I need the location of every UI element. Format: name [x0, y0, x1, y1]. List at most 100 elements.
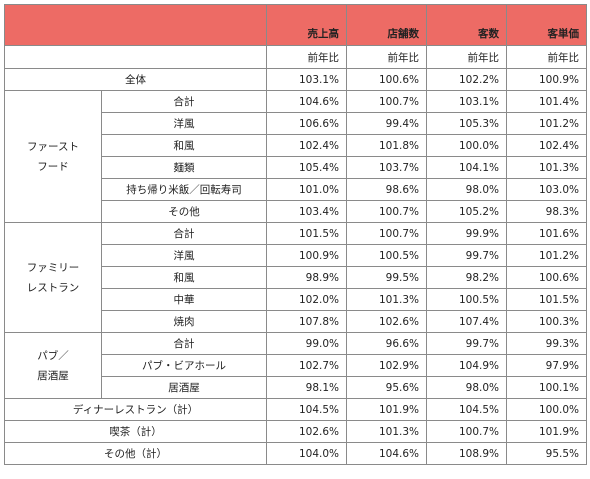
value-cell: 100.9%	[266, 244, 347, 267]
value-cell: 100.1%	[506, 376, 587, 399]
value-cell: 103.1%	[426, 90, 507, 113]
value-cell: 101.4%	[506, 90, 587, 113]
value-cell: 100.7%	[346, 222, 427, 245]
header-stores: 店舗数	[346, 4, 427, 46]
value-cell: 99.3%	[506, 332, 587, 355]
value-cell: 108.9%	[426, 442, 507, 465]
value-cell: 101.3%	[506, 156, 587, 179]
value-cell: 102.4%	[506, 134, 587, 157]
group-label-line: ファミリー	[26, 261, 80, 274]
row-label: その他（計）	[4, 442, 267, 465]
value-cell: 100.5%	[346, 244, 427, 267]
table-row: 洋風 106.6% 99.4% 105.3% 101.2%	[5, 112, 587, 135]
group-label-family-restaurant: ファミリーレストラン	[4, 222, 102, 333]
row-label: パブ・ビアホール	[101, 354, 267, 377]
header-blank	[4, 4, 267, 46]
value-cell: 103.0%	[506, 178, 587, 201]
value-cell: 101.9%	[506, 420, 587, 443]
value-cell: 104.9%	[426, 354, 507, 377]
group-label-line: レストラン	[26, 281, 80, 294]
table-row: ファミリーレストラン 合計 101.5% 100.7% 99.9% 101.6%	[4, 222, 587, 333]
row-label: 焼肉	[101, 310, 267, 333]
value-cell: 100.7%	[346, 90, 427, 113]
total-row: 全体 103.1% 100.6% 102.2% 100.9%	[4, 68, 587, 91]
group-label-line: 居酒屋	[37, 369, 69, 382]
value-cell: 102.4%	[266, 134, 347, 157]
group-label-line: フード	[37, 160, 69, 173]
row-label: 持ち帰り米飯／回転寿司	[101, 178, 267, 201]
subheader-cell: 前年比	[346, 45, 427, 69]
value-cell: 101.2%	[506, 244, 587, 267]
value-cell: 98.6%	[346, 178, 427, 201]
table-row: パブ／ 居酒屋 合計 99.0% 96.6% 99.7% 99.3%	[4, 332, 587, 399]
value-cell: 99.4%	[346, 112, 427, 135]
row-label: 和風	[101, 266, 267, 289]
group-label-line: パブ／	[37, 349, 69, 362]
value-cell: 104.6%	[266, 90, 347, 113]
subheader-cell: 前年比	[266, 45, 347, 69]
value-cell: 101.8%	[346, 134, 427, 157]
value-cell: 107.4%	[426, 310, 507, 333]
value-cell: 104.5%	[426, 398, 507, 421]
value-cell: 102.6%	[266, 420, 347, 443]
row-label: 洋風	[101, 112, 267, 135]
value-cell: 102.9%	[346, 354, 427, 377]
subheader-cell: 前年比	[506, 45, 587, 69]
value-cell: 104.0%	[266, 442, 347, 465]
value-cell: 95.5%	[506, 442, 587, 465]
value-cell: 100.6%	[346, 68, 427, 91]
value-cell: 107.8%	[266, 310, 347, 333]
value-cell: 101.5%	[266, 222, 347, 245]
value-cell: 99.7%	[426, 332, 507, 355]
value-cell: 105.2%	[426, 200, 507, 223]
value-cell: 101.3%	[346, 288, 427, 311]
table-row: 喫茶（計） 102.6% 101.3% 100.7% 101.9%	[4, 420, 587, 443]
value-cell: 99.7%	[426, 244, 507, 267]
value-cell: 102.2%	[426, 68, 507, 91]
value-cell: 103.7%	[346, 156, 427, 179]
group-label-line: ファースト	[27, 140, 79, 153]
group-label-fast-food: ファースト フード	[4, 90, 102, 223]
row-label: ディナーレストラン（計）	[4, 398, 267, 421]
value-cell: 101.6%	[506, 222, 587, 245]
row-label: 全体	[4, 68, 267, 91]
value-cell: 98.0%	[426, 178, 507, 201]
value-cell: 102.6%	[346, 310, 427, 333]
table-row: ディナーレストラン（計） 104.5% 101.9% 104.5% 100.0%	[4, 398, 587, 421]
table-row: その他（計） 104.0% 104.6% 108.9% 95.5%	[4, 442, 587, 465]
value-cell: 100.7%	[346, 200, 427, 223]
value-cell: 95.6%	[346, 376, 427, 399]
value-cell: 98.0%	[426, 376, 507, 399]
group-label-pub-izakaya: パブ／ 居酒屋	[4, 332, 102, 399]
value-cell: 99.5%	[346, 266, 427, 289]
value-cell: 97.9%	[506, 354, 587, 377]
value-cell: 98.3%	[506, 200, 587, 223]
row-label: 合計	[101, 222, 267, 245]
value-cell: 100.0%	[426, 134, 507, 157]
table-row: 麺類 105.4% 103.7% 104.1% 101.3%	[5, 156, 587, 179]
value-cell: 100.7%	[426, 420, 507, 443]
value-cell: 98.9%	[266, 266, 347, 289]
value-cell: 101.3%	[346, 420, 427, 443]
value-cell: 99.9%	[426, 222, 507, 245]
table-row: ファーストフード 合計 104.6% 100.7% 103.1% 101.4%	[4, 90, 587, 223]
value-cell: 105.3%	[426, 112, 507, 135]
value-cell: 104.1%	[426, 156, 507, 179]
value-cell: 98.1%	[266, 376, 347, 399]
value-cell: 98.2%	[426, 266, 507, 289]
value-cell: 106.6%	[266, 112, 347, 135]
table-row: パブ・ビアホール 102.7% 102.9% 104.9% 97.9%	[5, 354, 587, 377]
value-cell: 101.2%	[506, 112, 587, 135]
value-cell: 100.3%	[506, 310, 587, 333]
value-cell: 103.1%	[266, 68, 347, 91]
value-cell: 102.7%	[266, 354, 347, 377]
header-row: 売上高 店舗数 客数 客単価	[4, 4, 587, 46]
row-label: 洋風	[101, 244, 267, 267]
row-label: 合計	[101, 90, 267, 113]
header-sales: 売上高	[266, 4, 347, 46]
value-cell: 100.9%	[506, 68, 587, 91]
value-cell: 100.0%	[506, 398, 587, 421]
value-cell: 104.6%	[346, 442, 427, 465]
subheader-cell: 前年比	[426, 45, 507, 69]
value-cell: 104.5%	[266, 398, 347, 421]
